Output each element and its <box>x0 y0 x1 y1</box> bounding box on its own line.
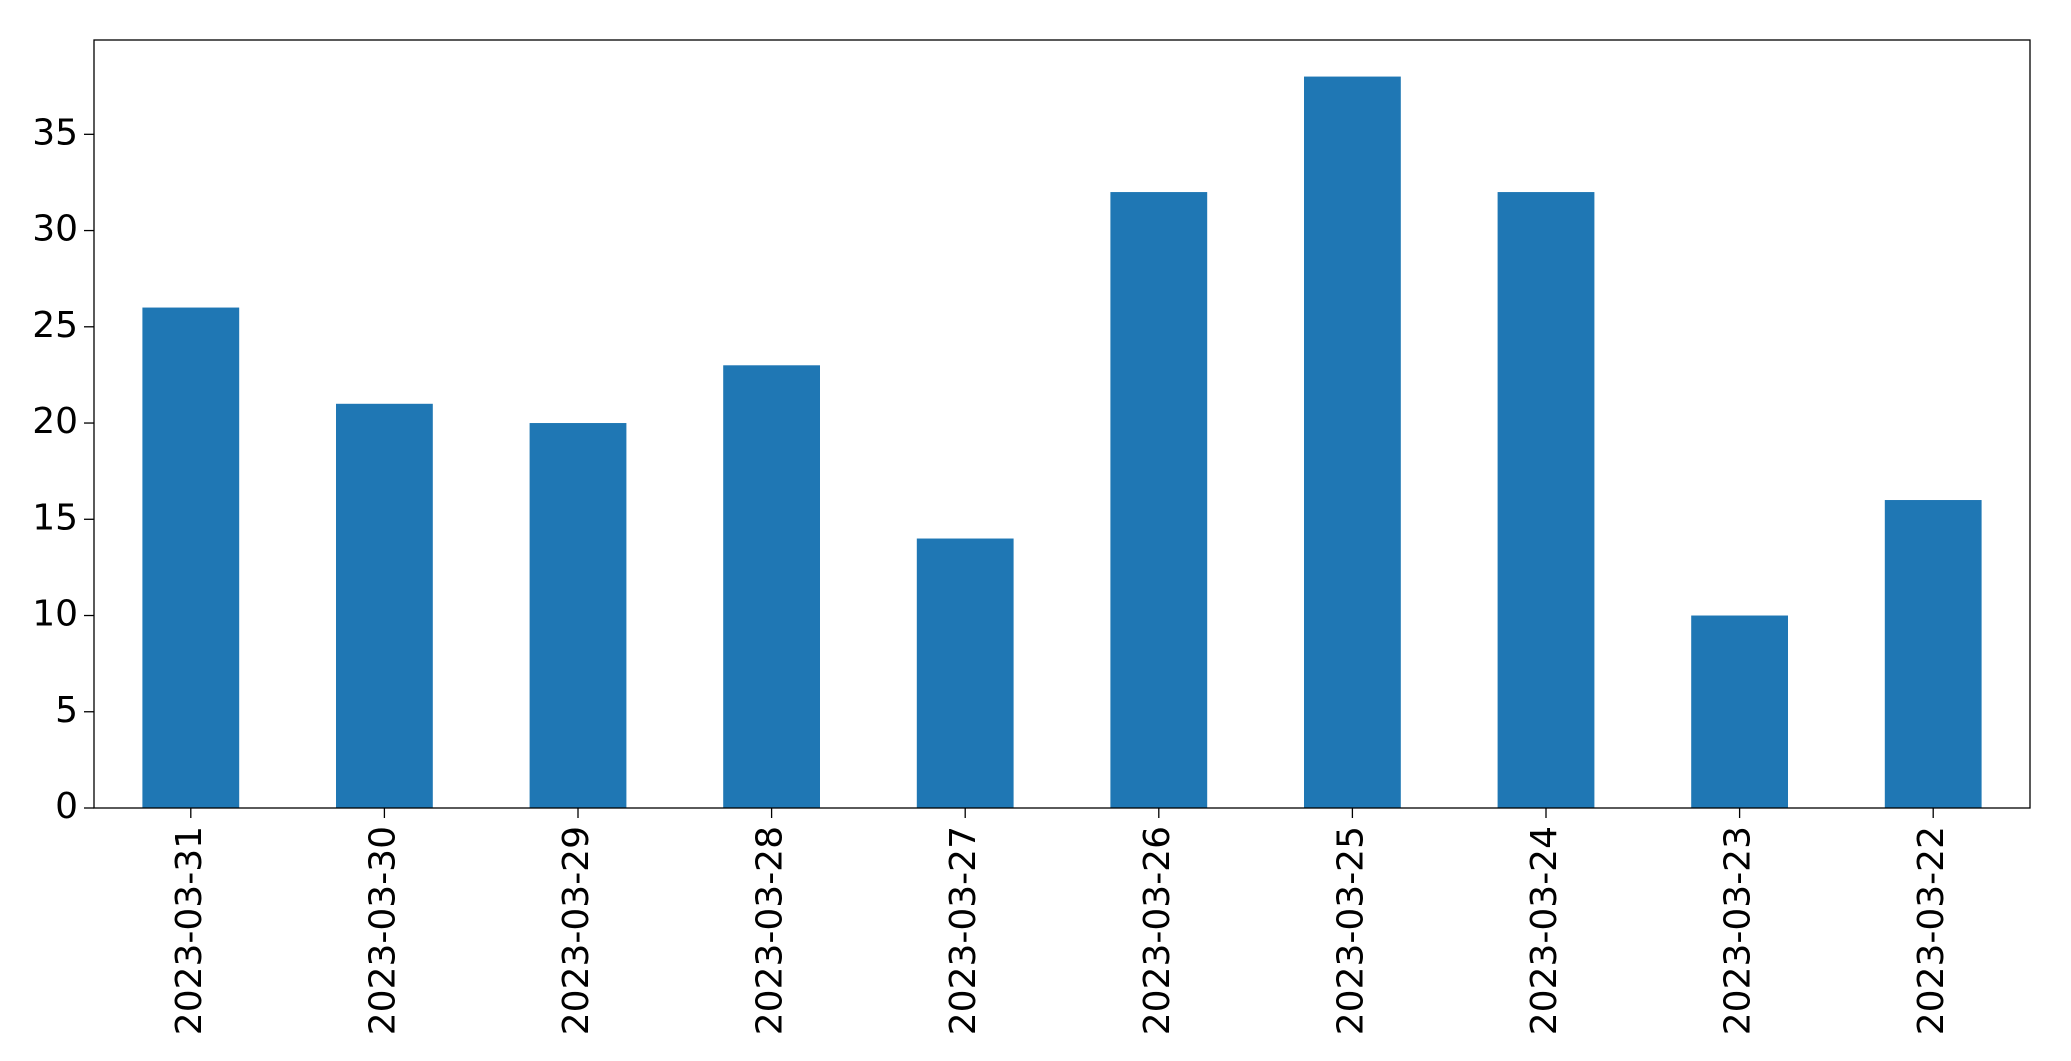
x-tick-label: 2023-03-26 <box>1137 826 1178 1035</box>
x-tick-label: 2023-03-31 <box>169 826 210 1035</box>
y-tick-label: 35 <box>32 112 78 153</box>
x-tick-label: 2023-03-27 <box>943 826 984 1035</box>
y-tick-label: 5 <box>55 690 78 731</box>
x-tick-label: 2023-03-24 <box>1524 826 1565 1035</box>
bar <box>1304 76 1401 809</box>
x-tick-label: 2023-03-23 <box>1718 826 1759 1035</box>
bar <box>336 403 433 808</box>
bar <box>1884 500 1982 808</box>
bar <box>916 538 1014 808</box>
x-tick-label: 2023-03-29 <box>556 826 597 1035</box>
bar <box>1691 615 1788 808</box>
y-tick-label: 0 <box>55 786 78 827</box>
x-tick-label: 2023-03-25 <box>1330 826 1371 1035</box>
y-tick-label: 30 <box>32 209 78 250</box>
bar <box>142 307 240 808</box>
bar <box>1497 192 1595 808</box>
y-tick-label: 10 <box>32 594 78 635</box>
bar <box>529 423 627 808</box>
x-tick-label: 2023-03-30 <box>362 826 403 1035</box>
plot-frame <box>93 39 2031 809</box>
y-tick-label: 20 <box>32 401 78 442</box>
y-tick-label: 15 <box>32 497 78 538</box>
y-tick-label: 25 <box>32 305 78 346</box>
x-tick-label: 2023-03-22 <box>1911 826 1952 1035</box>
bar <box>1110 192 1208 808</box>
bar <box>723 365 820 808</box>
x-tick-label: 2023-03-28 <box>750 826 791 1035</box>
